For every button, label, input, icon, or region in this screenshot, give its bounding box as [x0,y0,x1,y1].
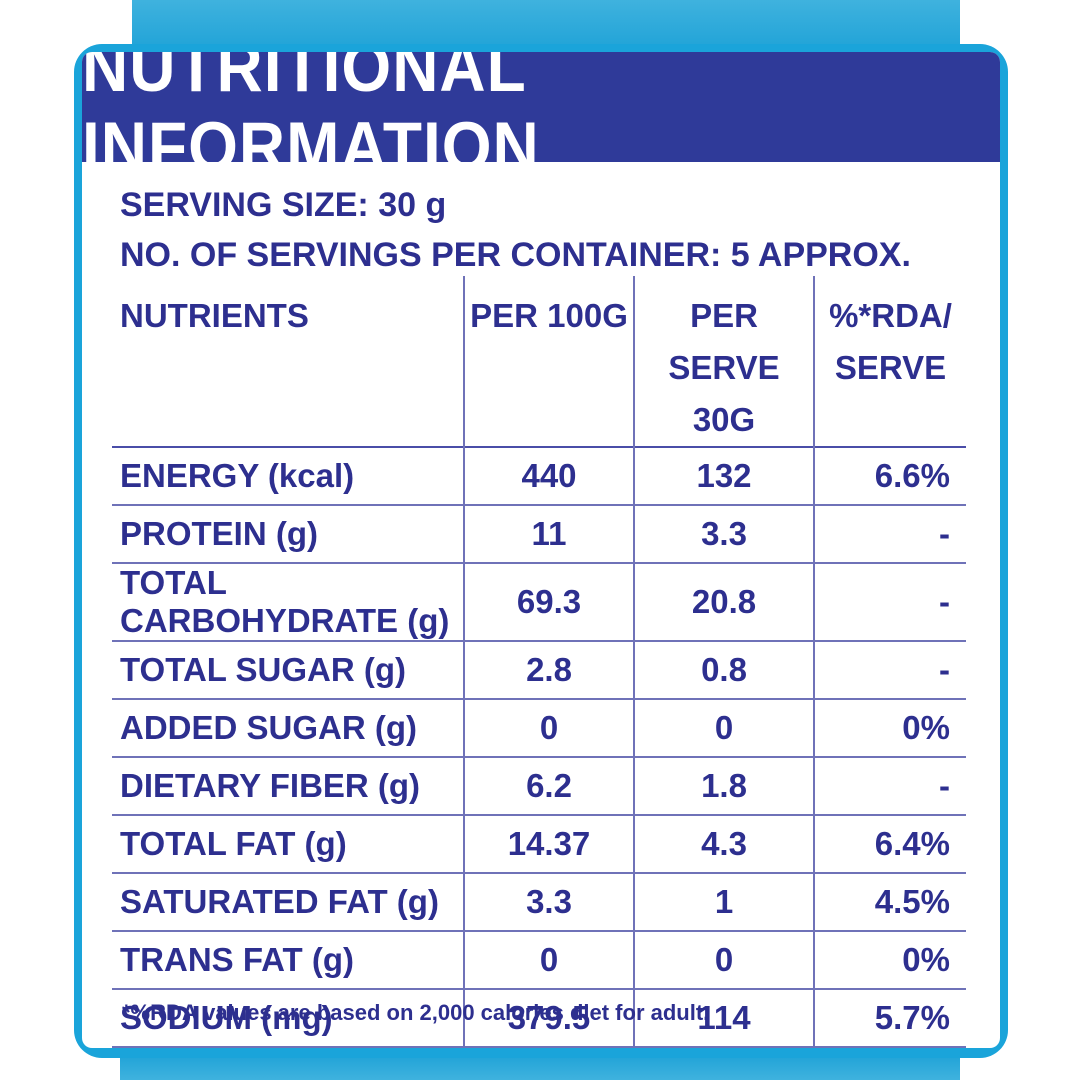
per100-value: 69.3 [463,562,634,641]
table-row: PROTEIN (g) 11 3.3- [112,504,966,563]
col-per-serve: PER SERVE 30G [633,276,814,447]
table-row: DIETARY FIBER (g) 6.2 1.8- [112,756,966,815]
col-rda-line2: SERVE [834,349,947,386]
per-serve-value: 0.8 [633,640,814,699]
table-header-row: NUTRIENTS PER 100G PER SERVE 30G %*RDA/ … [112,276,966,447]
nutrient-name: TOTAL FAT (g) [112,814,464,873]
col-rda: %*RDA/ SERVE [813,276,966,447]
per100-value: 6.2 [463,756,634,815]
per-serve-value: 1 [633,872,814,931]
per100-value: 0 [463,698,634,757]
rda-value: 4.5% [813,872,966,931]
nutrient-name: ENERGY (kcal) [112,446,464,505]
table-row: SATURATED FAT (g) 3.3 1 4.5% [112,872,966,931]
table-row: TOTAL FAT (g) 14.37 4.3 6.4% [112,814,966,873]
rda-value: 6.4% [813,814,966,873]
rda-value: - [813,756,966,815]
rda-value: 0% [813,698,966,757]
col-rda-line1: %*RDA/ [829,297,952,334]
per-serve-value: 3.3 [633,504,814,563]
col-per100: PER 100G [463,276,634,447]
nutrition-table: NUTRIENTS PER 100G PER SERVE 30G %*RDA/ … [112,276,966,1048]
per-serve-value: 20.8 [633,562,814,641]
per100-value: 0 [463,930,634,989]
nutrient-name: PROTEIN (g) [112,504,464,563]
per100-value: 3.3 [463,872,634,931]
per100-value: 379.5 [463,988,634,1048]
rda-value: - [813,640,966,699]
nutrition-label: NUTRITIONAL INFORMATION SERVING SIZE: 30… [82,52,1000,1048]
col-per-serve-line1: PER SERVE [668,297,780,386]
servings-per-container: NO. OF SERVINGS PER CONTAINER: 5 APPROX. [120,236,911,274]
nutrient-name: SATURATED FAT (g) [112,872,464,931]
per-serve-value: 114 [633,988,814,1048]
rda-value: - [813,504,966,563]
table-row: ADDED SUGAR (g) 0 0 0% [112,698,966,757]
nutrient-name: TRANS FAT (g) [112,930,464,989]
table-row: ENERGY (kcal) 440 132 6.6% [112,446,966,505]
serving-size: SERVING SIZE: 30 g [120,186,447,224]
table-row: TOTAL SUGAR (g) 2.8 0.8- [112,640,966,699]
col-per-serve-line2: 30G [692,401,756,438]
table-row: TOTAL CARBOHYDRATE (g) 69.3 20.8- [112,562,966,641]
col-nutrients: NUTRIENTS [120,297,309,334]
rda-value: 6.6% [813,446,966,505]
rda-value: 0% [813,930,966,989]
nutrient-name: TOTAL CARBOHYDRATE (g) [112,562,464,641]
per-serve-value: 132 [633,446,814,505]
per100-value: 14.37 [463,814,634,873]
per-serve-value: 4.3 [633,814,814,873]
table-row: SODIUM (mg) 379.5 114 5.7% [112,988,966,1048]
nutrient-name: SODIUM (mg) [112,988,464,1048]
per100-value: 2.8 [463,640,634,699]
per100-value: 11 [463,504,634,563]
serving-info: SERVING SIZE: 30 g NO. OF SERVINGS PER C… [120,180,911,280]
nutrient-name: TOTAL SUGAR (g) [112,640,464,699]
label-header: NUTRITIONAL INFORMATION [82,52,1000,186]
per-serve-value: 0 [633,930,814,989]
rda-value: - [813,562,966,641]
nutrient-name: ADDED SUGAR (g) [112,698,464,757]
label-title: NUTRITIONAL INFORMATION [82,52,540,186]
per100-value: 440 [463,446,634,505]
rda-footnote: *%RDA values are based on 2,000 calories… [122,1000,710,1025]
rda-value: 5.7% [813,988,966,1048]
per-serve-value: 1.8 [633,756,814,815]
nutrient-name: DIETARY FIBER (g) [112,756,464,815]
per-serve-value: 0 [633,698,814,757]
table-row: TRANS FAT (g) 0 0 0% [112,930,966,989]
